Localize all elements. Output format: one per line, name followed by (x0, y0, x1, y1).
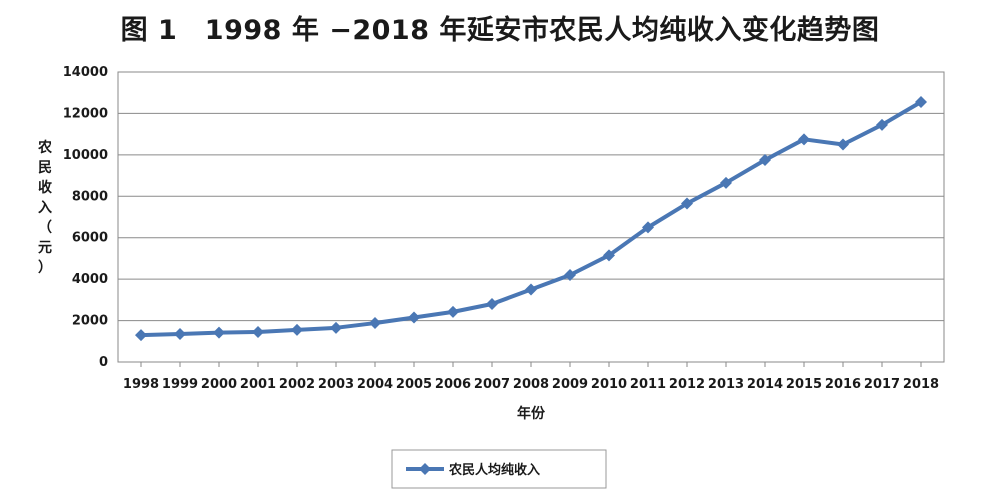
x-tick-label-1999: 1999 (162, 377, 198, 392)
data-point-2006 (447, 305, 459, 318)
legend-diamond-marker (419, 463, 431, 475)
x-tick-label-2014: 2014 (747, 377, 783, 392)
data-point-2009 (564, 269, 576, 281)
x-tick-label-1998: 1998 (123, 377, 159, 392)
data-point-2017 (876, 118, 888, 131)
data-point-2002 (291, 323, 303, 336)
x-tick-label-2006: 2006 (435, 377, 471, 392)
y-tick-label-2000: 2000 (72, 314, 108, 329)
x-tick-label-2008: 2008 (513, 377, 549, 392)
x-tick-label-2011: 2011 (630, 377, 666, 392)
x-tick-label-2001: 2001 (240, 377, 276, 392)
y-tick-label-8000: 8000 (72, 189, 108, 204)
legend: 农民人均纯收入 (391, 449, 607, 489)
data-point-2004 (369, 317, 381, 330)
series-layer (135, 96, 927, 342)
data-point-2018 (915, 96, 927, 109)
x-tick-label-2015: 2015 (786, 377, 822, 392)
x-tick-label-2010: 2010 (591, 377, 627, 392)
x-tick-label-2007: 2007 (474, 377, 510, 392)
y-axis-label: 农民收入（元） (37, 139, 53, 276)
data-point-2012 (681, 197, 693, 210)
data-point-1999 (174, 328, 186, 341)
data-point-2011 (642, 221, 654, 234)
x-tick-label-2003: 2003 (318, 377, 354, 392)
data-point-2010 (603, 249, 615, 262)
x-tick-label-2009: 2009 (552, 377, 588, 392)
y-tick-label-10000: 10000 (63, 148, 108, 163)
x-tick-label-2016: 2016 (825, 377, 861, 392)
x-tick-label-2004: 2004 (357, 377, 393, 392)
x-axis-ticks: 1998 1999 2000 2001 2002 2003 2004 2005 2006 2007… (123, 362, 939, 392)
gridlines (118, 71, 944, 363)
data-point-2007 (486, 298, 498, 310)
data-point-1998 (135, 329, 147, 342)
legend-entry-label: 农民人均纯收入 (448, 462, 540, 478)
y-tick-label-12000: 12000 (63, 106, 108, 121)
x-axis-label: 年份 (517, 405, 546, 422)
y-tick-label-14000: 14000 (63, 65, 108, 80)
data-point-2016 (837, 138, 849, 151)
y-tick-label-6000: 6000 (72, 231, 108, 246)
x-tick-label-2018: 2018 (903, 377, 939, 392)
y-tick-label-4000: 4000 (72, 272, 108, 287)
x-tick-label-2012: 2012 (669, 377, 705, 392)
data-point-2001 (252, 325, 264, 338)
y-axis-ticks: 0 2000 4000 6000 8000 10000 12000 14000 (63, 65, 108, 370)
data-point-2013 (720, 176, 732, 189)
data-point-2008 (525, 283, 537, 296)
data-point-2014 (759, 154, 771, 167)
figure-title: 图 1 1998 年 −2018 年延安市农民人均纯收入变化趋势图 (120, 15, 880, 46)
plot-area-frame (117, 71, 945, 363)
data-point-2000 (213, 326, 225, 339)
y-tick-label-0: 0 (99, 355, 108, 370)
x-tick-label-2017: 2017 (864, 377, 900, 392)
x-tick-label-2000: 2000 (201, 377, 237, 392)
x-tick-label-2013: 2013 (708, 377, 744, 392)
data-point-2005 (408, 311, 420, 324)
data-point-2003 (330, 321, 342, 334)
x-tick-label-2005: 2005 (396, 377, 432, 392)
x-tick-label-2002: 2002 (279, 377, 315, 392)
data-point-2015 (798, 133, 810, 146)
